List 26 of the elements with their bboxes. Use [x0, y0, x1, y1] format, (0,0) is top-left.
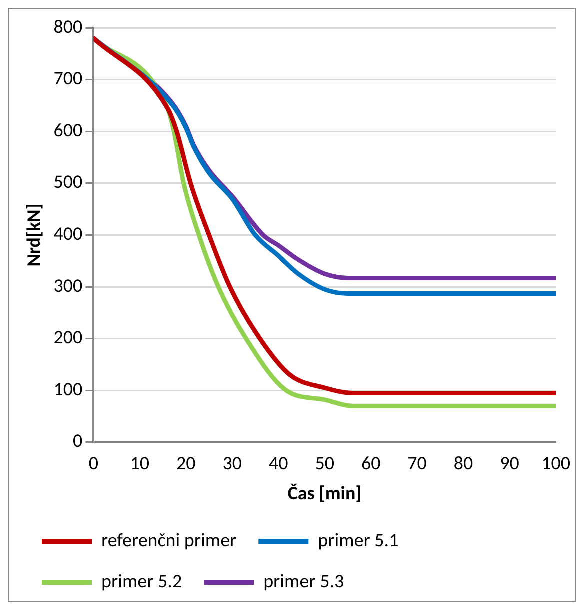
y-tick-label: 100 — [54, 378, 84, 402]
x-tick-label: 90 — [500, 452, 520, 476]
x-tick-label: 80 — [454, 452, 474, 476]
x-tick-label: 10 — [130, 452, 150, 476]
legend-label: primer 5.2 — [102, 570, 182, 594]
x-tick-label: 50 — [315, 452, 335, 476]
x-tick-label: 100 — [542, 452, 571, 476]
legend-label: primer 5.1 — [318, 529, 399, 552]
y-tick-label: 200 — [54, 326, 84, 350]
x-tick-label: 70 — [408, 452, 428, 476]
x-tick-label: 30 — [222, 452, 242, 476]
x-tick-label: 0 — [88, 452, 99, 476]
x-axis-title: Čas [min] — [288, 482, 362, 506]
y-tick-label: 700 — [54, 68, 84, 91]
x-tick-label: 40 — [268, 452, 289, 476]
legend-label: referenčni primer — [102, 529, 238, 552]
y-tick-label: 500 — [54, 171, 84, 194]
y-tick-label: 800 — [54, 16, 84, 39]
y-tick-label: 600 — [54, 119, 84, 142]
y-tick-label: 0 — [73, 430, 84, 454]
y-tick-label: 400 — [54, 222, 84, 246]
x-tick-label: 60 — [361, 452, 382, 476]
y-axis-title: Nrd[kN] — [23, 204, 46, 267]
x-tick-label: 20 — [176, 452, 196, 476]
y-tick-label: 300 — [54, 274, 84, 298]
legend-label: primer 5.3 — [264, 570, 344, 594]
